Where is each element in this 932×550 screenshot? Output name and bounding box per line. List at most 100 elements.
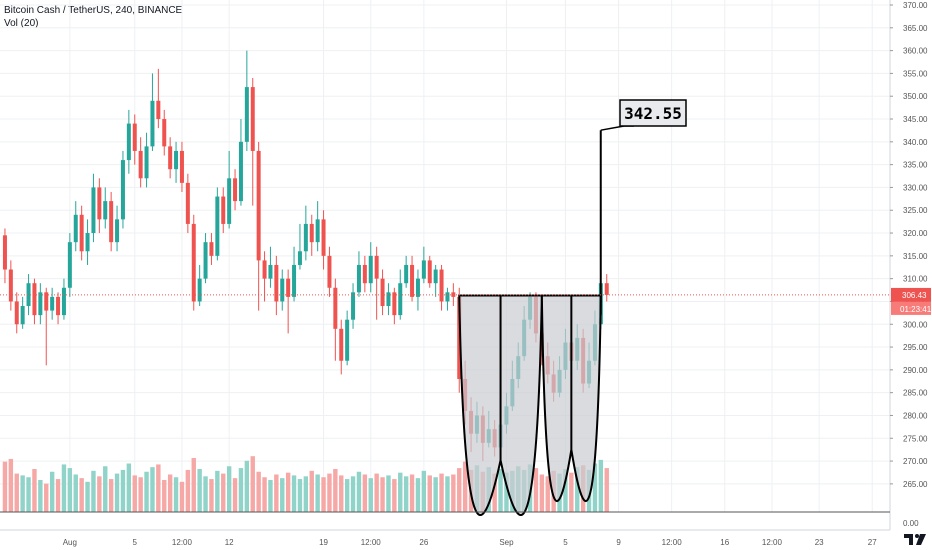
- volume-bar: [415, 478, 421, 512]
- candle-body: [85, 233, 90, 252]
- candle-body: [286, 278, 291, 297]
- candle-body: [274, 264, 279, 302]
- volume-bar: [433, 477, 438, 512]
- y-tick-label: 360.00: [903, 47, 928, 56]
- tradingview-logo-icon: [904, 534, 926, 545]
- candle-body: [67, 242, 72, 288]
- volume-bar: [91, 470, 96, 512]
- volume-bar: [498, 469, 503, 512]
- volume-bar: [44, 483, 49, 512]
- volume-bar: [457, 468, 462, 512]
- volume-bar: [368, 478, 373, 512]
- volume-bar: [108, 479, 114, 512]
- volume-bar: [14, 473, 19, 512]
- candle-body: [138, 150, 143, 179]
- volume-bar: [421, 470, 427, 512]
- x-tick-label: Sep: [499, 538, 514, 547]
- candle-body: [415, 278, 420, 297]
- volume-bar: [2, 461, 8, 512]
- volume-bar: [232, 478, 238, 512]
- candle-body: [303, 223, 308, 252]
- candle-body: [115, 219, 120, 243]
- candle-body: [203, 242, 208, 279]
- x-tick-label: 5: [133, 538, 138, 547]
- volume-bar: [268, 479, 273, 512]
- volume-bar: [203, 476, 208, 512]
- candle-body: [191, 223, 196, 302]
- y-tick-label: 345.00: [903, 115, 928, 124]
- volume-bar: [492, 473, 497, 512]
- candle-body: [179, 150, 184, 183]
- candle-body: [292, 264, 297, 297]
- x-tick-label: 16: [720, 538, 729, 547]
- volume-bar: [315, 474, 320, 512]
- callout-box: [619, 99, 687, 127]
- volume-bar: [191, 458, 196, 512]
- candle-body: [209, 242, 214, 256]
- candle-body: [339, 328, 344, 361]
- volume-bar: [333, 469, 338, 512]
- candle-body: [380, 278, 385, 307]
- volume-bar: [185, 469, 191, 512]
- volume-bar: [226, 466, 232, 512]
- candle-body: [321, 219, 326, 256]
- candle-body: [410, 264, 415, 297]
- candle-body: [262, 260, 267, 279]
- volume-bar: [26, 477, 31, 512]
- volume-bar: [539, 474, 545, 512]
- volume-bar: [604, 468, 609, 512]
- volume-axis-label: 0.00: [903, 519, 919, 528]
- volume-bar: [362, 474, 368, 512]
- volume-bar: [398, 472, 403, 512]
- volume-bar: [38, 479, 43, 512]
- candle-body: [109, 201, 114, 243]
- symbol-title[interactable]: Bitcoin Cash / TetherUS, 240, BINANCE: [4, 5, 183, 16]
- candle-body: [8, 269, 13, 302]
- candle-body: [315, 219, 320, 243]
- volume-bar: [439, 473, 444, 512]
- volume-bar: [462, 461, 468, 512]
- candle-body: [250, 87, 255, 151]
- volume-bar: [392, 479, 397, 512]
- volume-bar: [197, 469, 202, 512]
- candle-body: [44, 292, 49, 311]
- y-tick-label: 325.00: [903, 206, 928, 215]
- volume-bar: [20, 475, 25, 512]
- x-tick-label: 9: [616, 538, 621, 547]
- candle-body: [20, 306, 25, 325]
- x-tick-label: 26: [419, 538, 428, 547]
- volume-bars: [2, 456, 609, 512]
- volume-bar: [344, 479, 350, 512]
- candle-body: [345, 319, 350, 361]
- volume-bar: [262, 477, 267, 512]
- volume-bar: [8, 458, 14, 512]
- x-tick-label: Aug: [63, 538, 77, 547]
- candle-body: [433, 269, 438, 284]
- x-tick-label: 19: [319, 538, 328, 547]
- volume-bar: [374, 473, 379, 512]
- x-tick-label: 12:00: [762, 538, 783, 547]
- candle-body: [386, 292, 391, 307]
- volume-bar: [49, 471, 55, 512]
- y-tick-label: 295.00: [903, 343, 928, 352]
- candle-body: [50, 296, 55, 311]
- candle-body: [398, 283, 403, 316]
- volume-bar: [256, 471, 261, 512]
- candle-body: [351, 292, 356, 320]
- candle-body: [79, 214, 84, 252]
- volume-bar: [244, 460, 250, 512]
- y-tick-label: 335.00: [903, 161, 928, 170]
- candle-body: [309, 223, 314, 243]
- x-tick-label: 27: [868, 538, 877, 547]
- volume-indicator-label[interactable]: Vol (20): [4, 18, 39, 29]
- candle-body: [14, 301, 19, 325]
- volume-bar: [409, 474, 415, 512]
- candle-body: [374, 255, 379, 279]
- volume-bar: [103, 466, 108, 512]
- volume-bar: [274, 474, 279, 512]
- candle-body: [256, 150, 261, 261]
- y-tick-label: 285.00: [903, 389, 928, 398]
- volume-bar: [569, 472, 574, 512]
- candle-body: [162, 119, 167, 147]
